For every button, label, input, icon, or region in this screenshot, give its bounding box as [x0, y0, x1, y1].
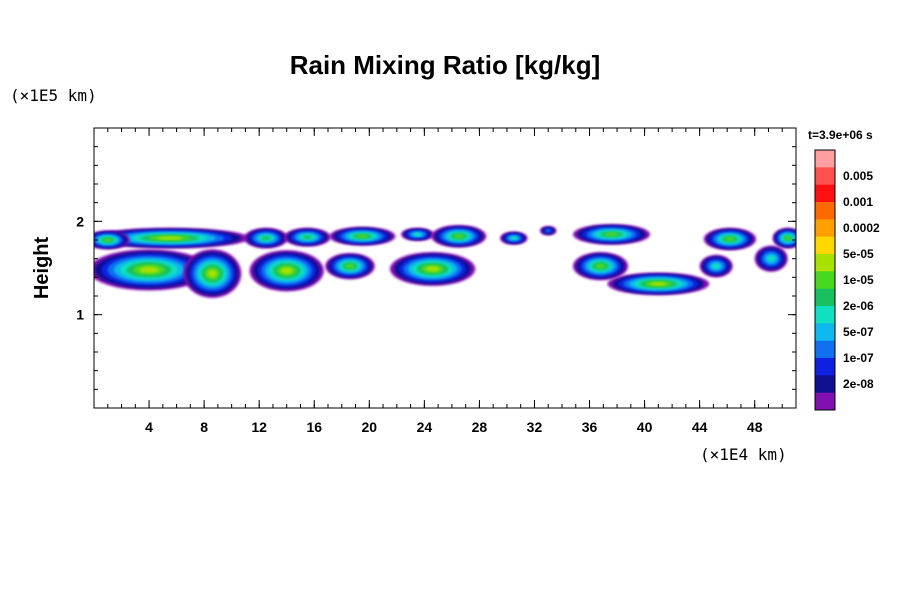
colorbar-swatch [815, 150, 835, 168]
colorbar-label: 5e-07 [843, 325, 874, 339]
x-tick-label: 44 [692, 419, 708, 435]
rain-contour [139, 266, 159, 274]
rain-contour [356, 234, 369, 238]
colorbar-swatch [815, 288, 835, 307]
rain-contour [712, 263, 720, 269]
rain-contour [604, 232, 619, 237]
rain-contour [413, 232, 422, 236]
y-tick-label: 1 [76, 307, 84, 323]
x-tick-label: 40 [637, 419, 653, 435]
colorbar-swatch [815, 306, 835, 324]
rain-contour [595, 263, 606, 269]
rain-contour [725, 237, 735, 242]
x-tick-label: 20 [362, 419, 378, 435]
rain-contour [345, 263, 355, 269]
x-tick-label: 28 [472, 419, 488, 435]
x-tick-label: 32 [527, 419, 543, 435]
colorbar-frame [814, 149, 836, 411]
x-tick-label: 16 [306, 419, 322, 435]
colorbar-label: 2e-08 [843, 377, 874, 391]
rain-contour [545, 229, 551, 233]
rain-contour [280, 267, 293, 275]
plot-frame [93, 127, 797, 409]
rain-contour [510, 236, 517, 240]
rain-contour [261, 236, 271, 241]
colorbar-swatch [815, 219, 835, 238]
rain-contour [785, 236, 791, 240]
colorbar-swatch [815, 271, 835, 290]
colorbar-swatch [815, 254, 835, 272]
rain-contour [650, 282, 667, 286]
rain-contour [767, 255, 776, 262]
rain-contour [103, 238, 112, 242]
chart-title: Rain Mixing Ratio [kg/kg] [290, 50, 601, 80]
x-tick-label: 8 [200, 419, 208, 435]
colorbar-swatch [815, 323, 835, 342]
colorbar-swatch [815, 340, 835, 359]
y-tick-label: 2 [76, 213, 84, 229]
colorbar-label: 0.005 [843, 169, 873, 183]
rain-contour [207, 269, 217, 278]
colorbar-label: 5e-05 [843, 247, 874, 261]
rain-field [94, 224, 796, 298]
colorbar-swatch [815, 236, 835, 255]
colorbar-swatch [815, 358, 835, 376]
x-tick-label: 12 [251, 419, 267, 435]
x-tick-label: 24 [417, 419, 433, 435]
colorbar-swatch [815, 202, 835, 220]
colorbar-swatch [815, 167, 835, 186]
colorbar-swatch [815, 392, 835, 411]
colorbar-label: 1e-05 [843, 273, 874, 287]
colorbar-label: 1e-07 [843, 351, 874, 365]
colorbar-label: 0.0002 [843, 221, 880, 235]
y-unit-label: (×1E5 km) [10, 86, 97, 105]
colorbar: 0.005 0.001 0.0002 5e-05 1e-05 2e-06 5e-07 1e-0… [814, 149, 880, 411]
colorbar-swatch [815, 375, 835, 394]
rain-contour [425, 266, 440, 272]
colorbar-label: 2e-06 [843, 299, 874, 313]
y-axis-label: Height [31, 237, 53, 300]
time-label: t=3.9e+06 s [808, 128, 873, 142]
colorbar-swatch [815, 184, 835, 203]
x-tick-label: 48 [747, 419, 763, 435]
colorbar-label: 0.001 [843, 195, 873, 209]
rain-contour [157, 236, 183, 240]
x-tick-label: 4 [145, 419, 153, 435]
rain-contour [453, 234, 464, 239]
x-tick-label: 36 [582, 419, 598, 435]
rain-contour [302, 235, 313, 240]
x-unit-label: (×1E4 km) [700, 445, 787, 464]
